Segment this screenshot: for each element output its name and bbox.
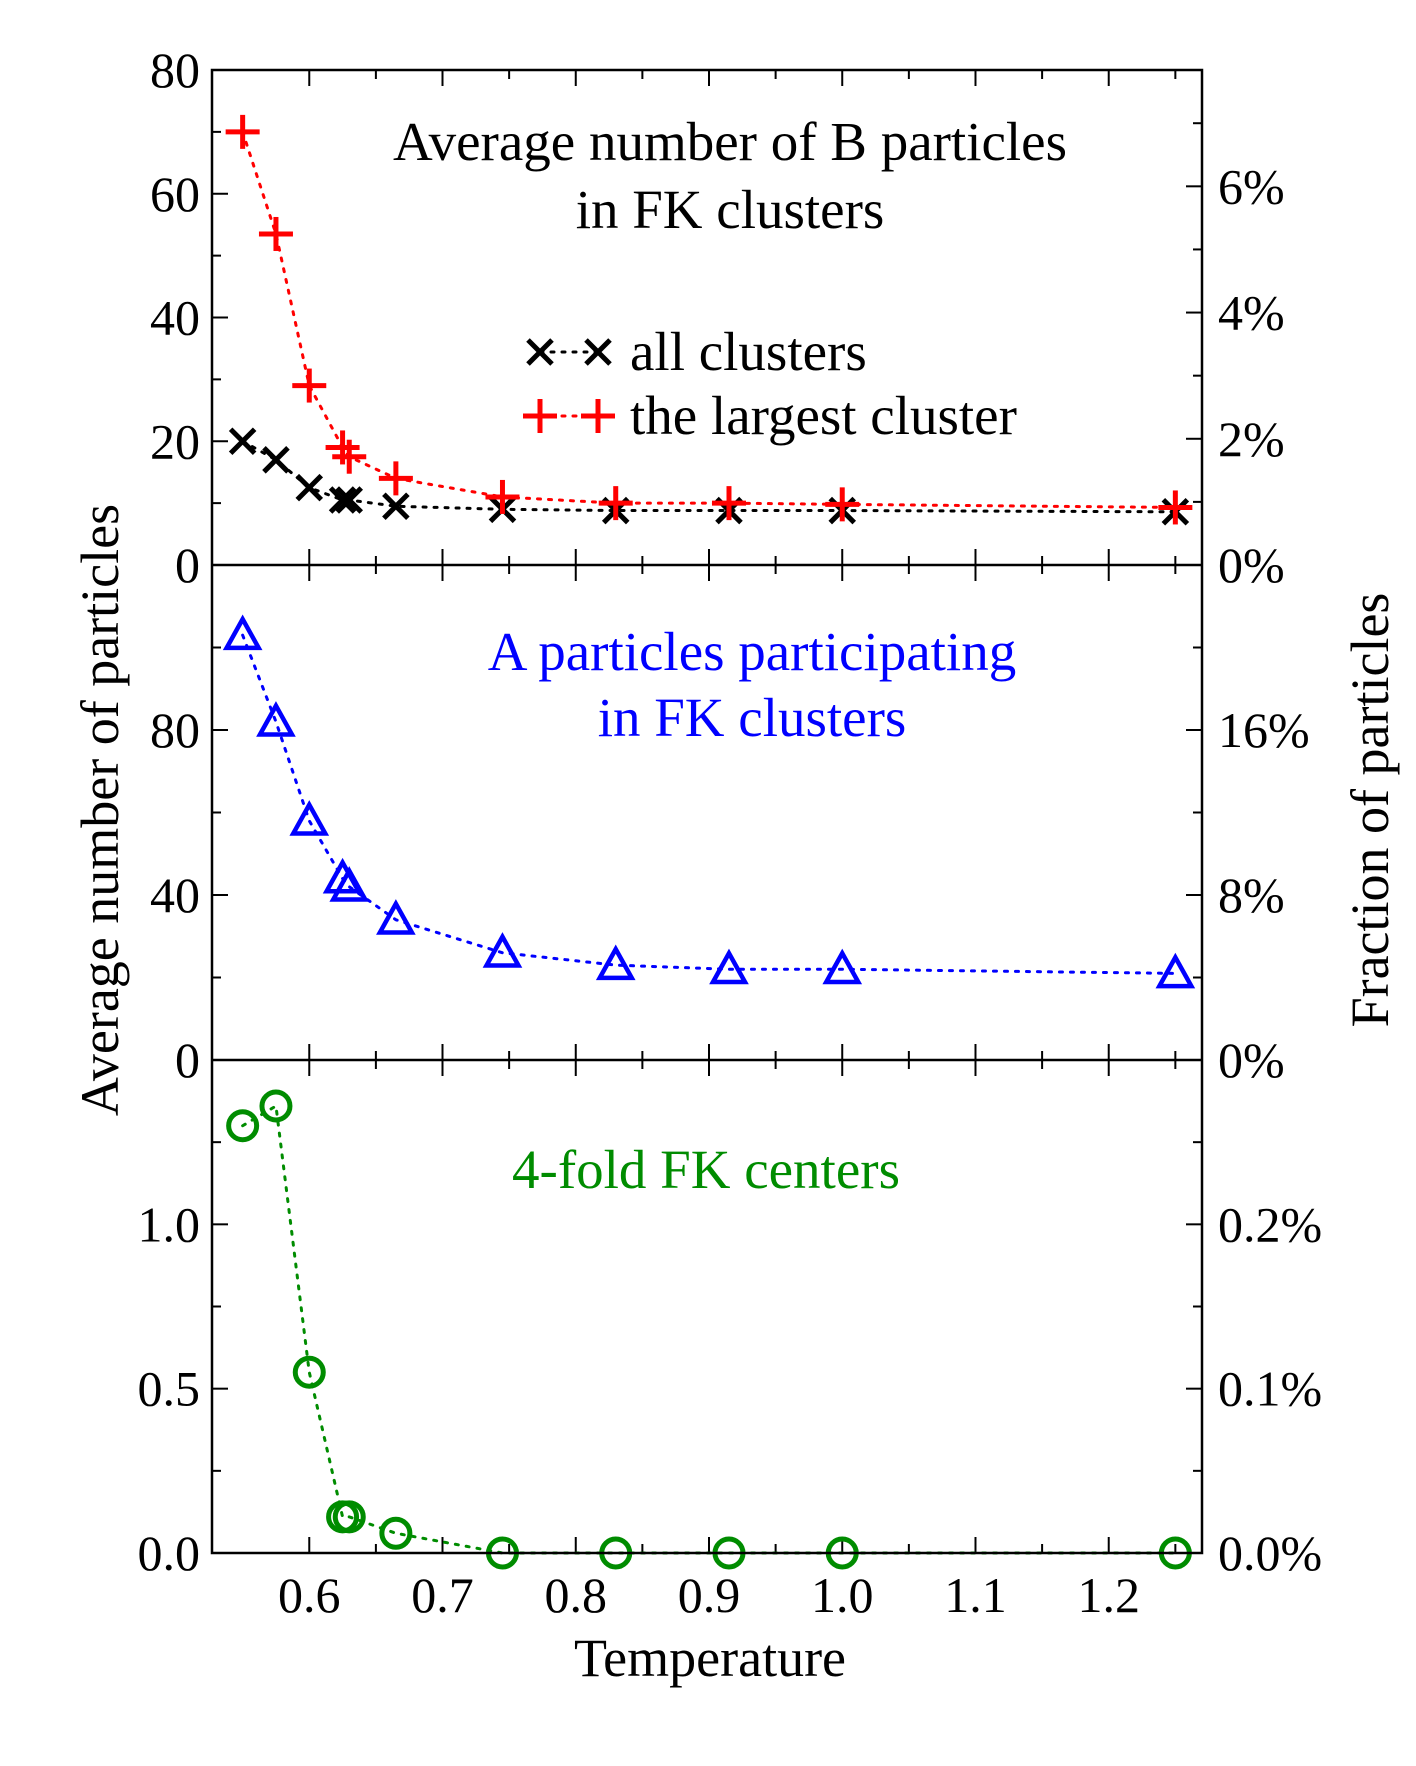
y-tick-label-right: 0.1% [1218, 1361, 1322, 1417]
data-point [382, 492, 410, 520]
data-point [226, 1109, 260, 1143]
x-axis: 0.6 0.7 0.8 0.9 1.0 1.1 1.2 [278, 1567, 1140, 1623]
legend-marker [523, 399, 557, 433]
y-tick-label-right: 0% [1218, 1032, 1285, 1088]
data-point [598, 486, 633, 521]
legend-item: all clusters [526, 321, 867, 382]
y-tick-label-left: 60 [150, 166, 200, 222]
y-tick-label-left: 0 [175, 537, 200, 593]
y-tick-label-left: 1.0 [138, 1196, 201, 1252]
legend-marker [584, 338, 612, 366]
y-tick-label-left: 0.0 [138, 1525, 201, 1581]
panel-annotation: Average number of B particles [393, 111, 1067, 172]
x-axis-title: Temperature [574, 1628, 846, 1688]
legend-label: all clusters [630, 321, 867, 382]
y-tick-label-right: 0.2% [1218, 1196, 1322, 1252]
data-point [258, 216, 293, 251]
x-tick-label: 1.2 [1077, 1567, 1140, 1623]
data-point [262, 446, 290, 474]
data-point [292, 1355, 326, 1389]
data-point [711, 486, 746, 521]
data-point [256, 701, 296, 737]
panels: 0 20 40 60 80 0% 2% 4% 6% Average number of B par… [138, 42, 1323, 1581]
data-point [709, 948, 749, 985]
data-point [378, 461, 413, 496]
y-tick-label-left: 40 [150, 867, 200, 923]
series-a-particles-participating-in-fk-clusters [222, 614, 1196, 989]
y-tick-label-left: 80 [150, 702, 200, 758]
data-point [595, 944, 636, 981]
data-point [825, 487, 860, 522]
panel-2: 0 40 80 0% 8% 16% A particles participatingin … [150, 565, 1310, 1088]
x-tick-label: 1.1 [944, 1567, 1007, 1623]
y-tick-label-right: 8% [1218, 867, 1285, 923]
data-point [292, 368, 327, 403]
plot-border [210, 68, 1204, 1555]
y-tick-label-left: 20 [150, 413, 200, 469]
data-point [482, 932, 523, 968]
plot-frame [210, 68, 1204, 1555]
x-tick-label: 0.6 [278, 1567, 341, 1623]
y-tick-label-left: 0 [175, 1032, 200, 1088]
legend-marker [526, 338, 554, 366]
panel-annotation: in FK clusters [576, 179, 885, 240]
data-point [332, 439, 367, 474]
legend-label: the largest cluster [630, 385, 1017, 446]
data-point [228, 427, 257, 456]
y-tick-label-right: 4% [1218, 285, 1285, 341]
data-point [328, 486, 357, 514]
data-point [329, 866, 370, 902]
y-tick-label-left: 0.5 [138, 1361, 201, 1417]
series-line [241, 633, 1177, 975]
data-point [485, 479, 520, 514]
data-point [1158, 490, 1193, 525]
y-axis-right-title: Fraction of particles [1340, 593, 1400, 1028]
data-point [379, 1516, 413, 1550]
panel-1: 0 20 40 60 80 0% 2% 4% 6% Average number of B par… [150, 42, 1285, 593]
data-point [222, 614, 263, 651]
data-point [376, 899, 416, 935]
data-point [295, 473, 324, 502]
panel-annotation: A particles participating [488, 621, 1016, 682]
x-tick-label: 0.9 [678, 1567, 741, 1623]
y-tick-label-right: 6% [1218, 158, 1285, 214]
data-point [822, 948, 863, 985]
panel-annotation: 4-fold FK centers [512, 1139, 900, 1200]
y-tick-label-left: 40 [150, 290, 200, 346]
x-tick-label: 0.7 [411, 1567, 474, 1623]
data-point [259, 1089, 293, 1123]
legend-item: the largest cluster [523, 385, 1017, 446]
panel-3: 0.0 0.5 1.0 0.0% 0.1% 0.2% 4-fold FK centers [138, 1060, 1322, 1581]
data-point [1155, 952, 1196, 989]
legend-marker [581, 399, 615, 433]
x-tick-label: 1.0 [811, 1567, 874, 1623]
data-point [225, 114, 260, 149]
y-axis-left-title: Average number of particles [70, 504, 130, 1116]
y-tick-label-right: 0% [1218, 537, 1285, 593]
panel-annotation: in FK clusters [598, 687, 907, 748]
y-tick-label-right: 0.0% [1218, 1525, 1322, 1581]
data-point [332, 1500, 366, 1534]
data-point [289, 800, 330, 836]
y-tick-label-right: 16% [1218, 702, 1310, 758]
series-the-largest-cluster [225, 114, 1193, 525]
y-tick-label-right: 2% [1218, 411, 1285, 467]
data-point [335, 486, 364, 514]
x-tick-label: 0.8 [545, 1567, 608, 1623]
y-tick-label-left: 80 [150, 42, 200, 98]
